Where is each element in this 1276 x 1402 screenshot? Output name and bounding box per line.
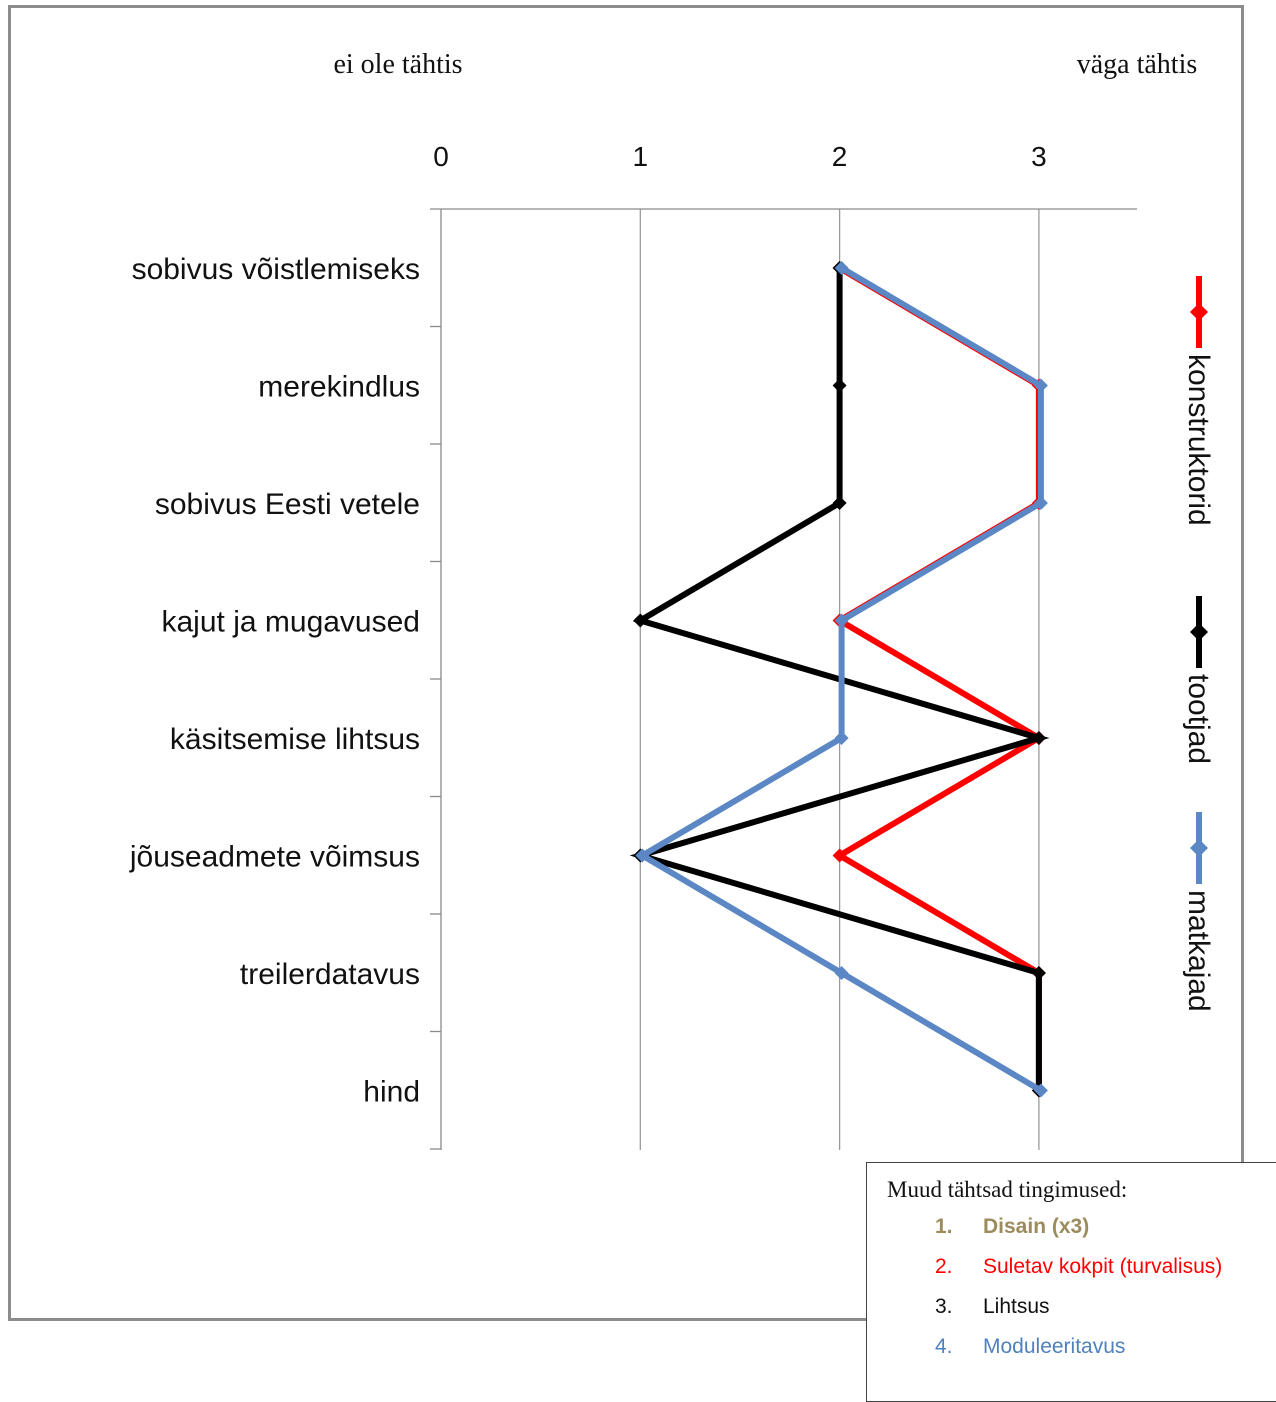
point-matkajad [834,261,849,275]
note-item-text: Suletav kokpit (turvalisus) [983,1255,1223,1278]
point-tootjad [1031,731,1046,745]
note-item-number: 2. [935,1255,953,1278]
note-item-text: Lihtsus [983,1295,1050,1318]
category-label: hind [363,1076,420,1109]
category-labels: sobivus võistlemiseks merekindlus sobivus … [129,253,420,1109]
point-tootjad [832,496,847,510]
header-left-label: ei ole tähtis [333,49,462,80]
series-lines [629,261,1050,1098]
category-label: kajut ja mugavused [162,606,421,639]
point-tootjad [832,378,847,393]
legend: konstruktorid tootjad matkajad [1182,276,1215,1012]
note-item: 3. Lihtsus [887,1287,1265,1327]
note-item-number: 4. [935,1335,953,1358]
note-item-text: Disain (x3) [983,1215,1090,1238]
legend-label-matkajad: matkajad [1182,890,1215,1012]
legend-label-konstruktorid: konstruktorid [1182,354,1215,526]
series-line-matkajad [636,265,1044,1094]
legend-marker-matkajad [1190,839,1208,857]
point-tootjad [1031,966,1046,980]
point-matkajad [1033,496,1048,510]
x-tick-label-0: 0 [433,141,449,172]
point-tootjad [633,613,648,628]
category-label: jõuseadmete võimsus [129,841,420,874]
grid [430,208,1137,1150]
note-box: Muud tähtsad tingimused: 1. Disain (x3) 2.… [866,1162,1276,1402]
note-list: 1. Disain (x3) 2. Suletav kokpit (turvalisu… [887,1207,1265,1367]
x-tick-label-3: 3 [1031,141,1047,172]
note-item-number: 3. [935,1295,953,1318]
point-konstruktorid [832,848,847,863]
point-matkajad [635,848,650,863]
point-matkajad [1033,378,1048,393]
x-tick-label-1: 1 [633,141,649,172]
legend-label-tootjad: tootjad [1182,674,1215,764]
point-matkajad [1033,1083,1048,1098]
chart-frame [8,5,1244,1321]
x-tick-labels: 0 1 2 3 [433,141,1046,172]
category-label: sobivus võistlemiseks [132,253,420,286]
point-matkajad [834,966,849,980]
category-label: sobivus Eesti vetele [155,488,420,521]
category-label: treilerdatavus [240,958,420,991]
note-item: 2. Suletav kokpit (turvalisus) [887,1247,1265,1287]
category-label: käsitsemise lihtsus [170,723,420,756]
x-tick-label-2: 2 [832,141,848,172]
point-matkajad [834,731,849,745]
category-label: merekindlus [258,371,420,404]
note-item: 4. Moduleeritavus [887,1327,1265,1367]
legend-marker-konstruktorid [1190,303,1208,321]
note-title: Muud tähtsad tingimused: [887,1177,1128,1202]
legend-marker-tootjad [1190,623,1208,641]
header-right-label: väga tähtis [1077,49,1198,80]
note-item-number: 1. [935,1215,953,1238]
note-item: 1. Disain (x3) [887,1207,1265,1247]
point-matkajad [834,613,849,628]
note-item-text: Moduleeritavus [983,1335,1126,1358]
